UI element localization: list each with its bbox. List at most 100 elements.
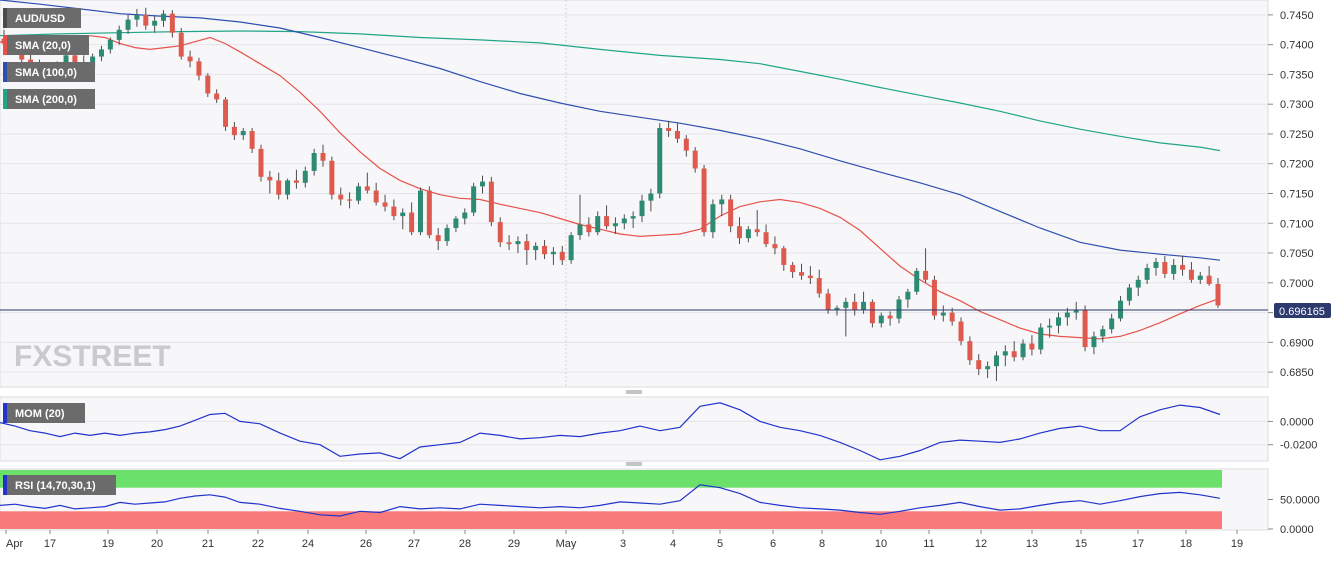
candle-bull — [1153, 261, 1159, 268]
date-tick-label: 10 — [875, 538, 887, 550]
candle-bear — [958, 321, 964, 342]
candle-bear — [373, 190, 379, 203]
price-panel: FXSTREET — [0, 0, 1269, 388]
last-price-box — [1274, 303, 1331, 318]
candle-bear — [276, 180, 282, 195]
candle-bear — [825, 293, 831, 310]
candle-bear — [923, 270, 929, 280]
candle-bull — [471, 186, 477, 213]
date-tick-label: May — [556, 538, 577, 550]
panel-splitter-1[interactable] — [626, 390, 642, 394]
legend-label: SMA (200,0) — [15, 94, 77, 106]
candle-bear — [506, 242, 512, 245]
rsi-label-box — [3, 475, 116, 495]
last-price-text: 0.696165 — [1279, 306, 1325, 318]
candle-bear — [1011, 351, 1017, 358]
sma-100-path — [0, 0, 1221, 261]
rsi-label: RSI (14,70,30,1) — [15, 480, 96, 492]
date-tick-label: 4 — [670, 538, 676, 550]
candle-bear — [223, 99, 229, 127]
candle-bull — [1126, 287, 1132, 301]
date-tick-label: 13 — [1026, 538, 1038, 550]
candle-bull — [302, 170, 308, 183]
date-axis: Apr 17 19 20 21 22 24 26 27 28 29 May 3 4 5 6 8 10 11 12 13 1… — [5, 530, 1243, 550]
candle-bull — [710, 204, 716, 233]
date-tick-label: 17 — [44, 538, 56, 550]
price-tick-label: 0.6900 — [1280, 337, 1314, 349]
rsi-tick-label: 0.0000 — [1280, 524, 1314, 536]
panel-splitter-2[interactable] — [626, 462, 642, 466]
candle-bear — [409, 212, 415, 233]
candle-bull — [550, 251, 556, 255]
candle-bear — [205, 75, 211, 94]
legend-box — [3, 89, 95, 109]
candle-bull — [843, 301, 849, 308]
candle-bull — [400, 212, 406, 217]
candle-bear — [1082, 309, 1088, 348]
candle-bull — [533, 245, 539, 251]
candle-bear — [683, 138, 689, 151]
momentum-panel: 0.0000 -0.0200 MOM (20) — [0, 396, 1317, 462]
sma-20-path — [0, 35, 1221, 340]
rsi-label-swatch — [3, 475, 7, 495]
candle-bear — [293, 180, 299, 183]
candle-bear — [391, 206, 397, 217]
candle-bull — [1002, 351, 1008, 356]
candle-bear — [799, 272, 805, 276]
candle-bull — [134, 14, 140, 20]
candle-bull — [648, 193, 654, 201]
legend-label: AUD/USD — [15, 13, 65, 25]
date-tick-label: 26 — [360, 538, 372, 550]
candle-bull — [1047, 325, 1053, 328]
candle-bear — [1206, 275, 1212, 284]
price-tick-label: 0.7250 — [1280, 129, 1314, 141]
candle-bear — [869, 301, 875, 324]
legend-box — [3, 62, 95, 82]
legend-swatch — [3, 8, 7, 28]
candle-bull — [861, 301, 867, 310]
date-tick-label: 12 — [975, 538, 987, 550]
rsi-overbought-band — [0, 470, 1222, 488]
sma-100-line — [0, 0, 1221, 261]
candle-bear — [187, 56, 193, 62]
legend-swatch — [3, 35, 7, 55]
price-tick-label: 0.7450 — [1280, 10, 1314, 22]
candle-bull — [152, 20, 158, 26]
rsi-tick-label: 50.0000 — [1280, 495, 1320, 507]
date-tick-label: 6 — [770, 538, 776, 550]
date-tick-label: 19 — [1231, 538, 1243, 550]
candle-bear — [692, 150, 698, 169]
candle-bull — [515, 241, 521, 245]
momentum-label-swatch — [3, 403, 7, 423]
candle-bear — [196, 61, 202, 76]
price-tick-label: 0.7400 — [1280, 40, 1314, 52]
candle-bear — [347, 199, 353, 201]
candle-bear — [488, 181, 494, 223]
sma-200-path — [0, 30, 1221, 152]
momentum-label: MOM (20) — [15, 408, 65, 420]
price-tick-label: 0.7100 — [1280, 218, 1314, 230]
candle-bull — [657, 128, 663, 194]
candle-bull — [993, 355, 999, 367]
candle-bull — [355, 186, 361, 201]
candle-bull — [639, 200, 645, 217]
candle-bear — [143, 14, 149, 26]
candle-bull — [1144, 267, 1150, 280]
candle-bull — [116, 29, 122, 40]
candle-bear — [338, 194, 344, 200]
candle-bear — [435, 235, 441, 242]
candle-bear — [214, 93, 220, 100]
candle-bull — [480, 181, 486, 187]
date-tick-label: 5 — [717, 538, 723, 550]
momentum-axis: 0.0000 -0.0200 — [1268, 416, 1317, 452]
candle-bull — [878, 315, 884, 324]
momentum-tick-label: 0.0000 — [1280, 416, 1314, 428]
price-tick-label: 0.7350 — [1280, 69, 1314, 81]
candle-bear — [790, 264, 796, 273]
candle-bull — [444, 228, 450, 242]
candle-bull — [1064, 312, 1070, 318]
momentum-label-box — [3, 403, 85, 423]
candle-bull — [63, 55, 69, 64]
date-tick-label: 27 — [408, 538, 420, 550]
